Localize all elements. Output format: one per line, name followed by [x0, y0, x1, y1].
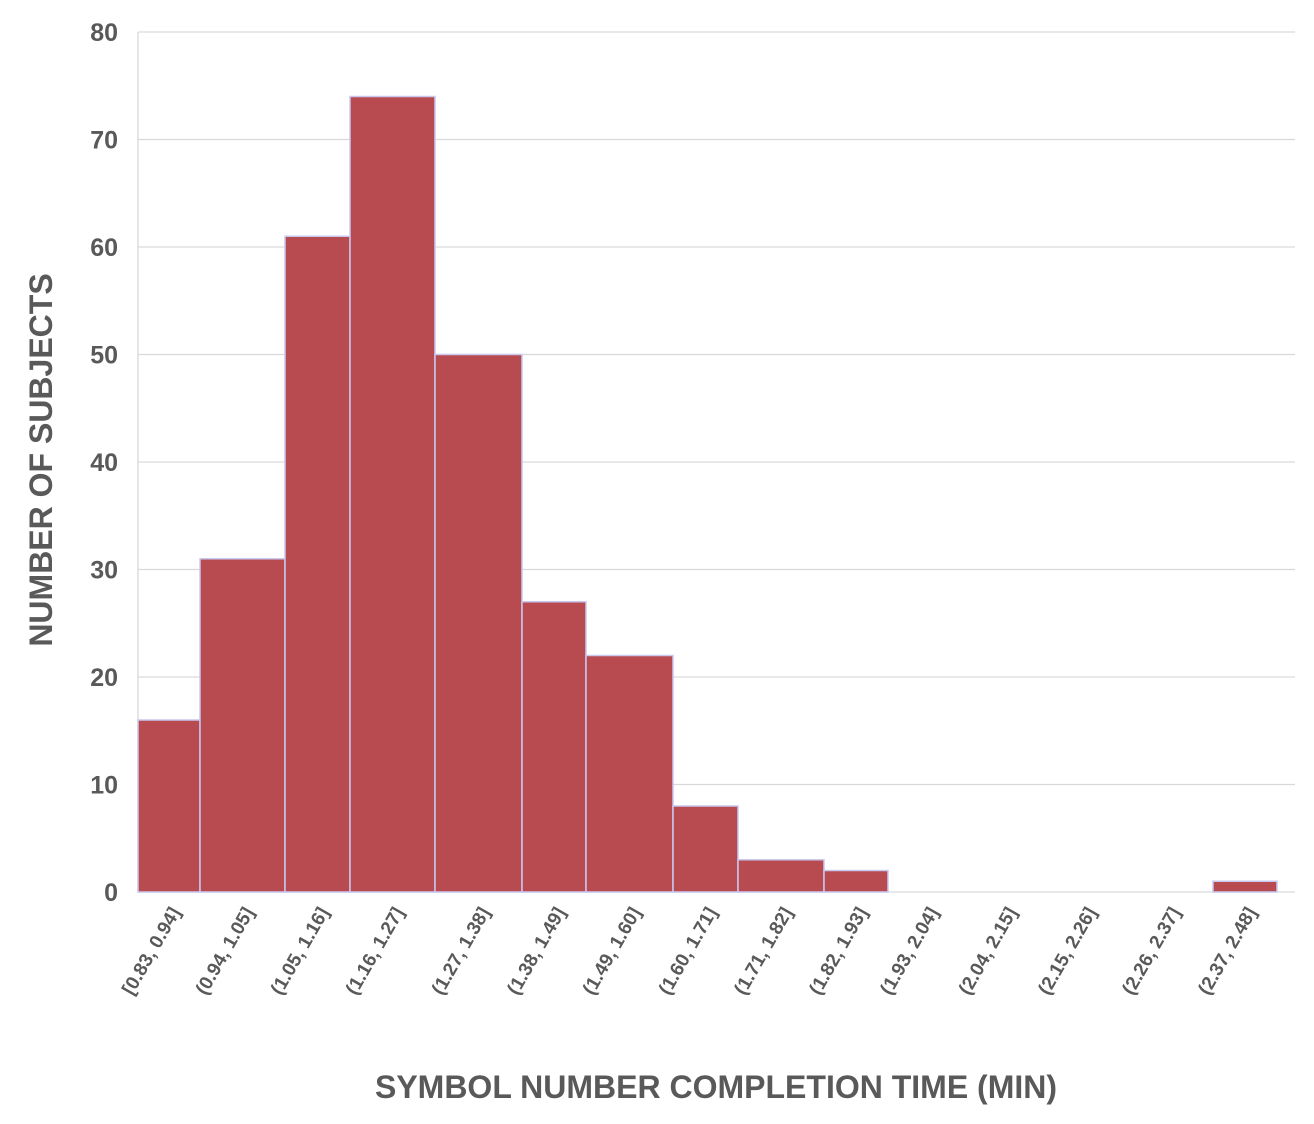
- y-tick-label: 30: [90, 557, 118, 585]
- y-tick-label: 50: [90, 342, 118, 370]
- bar: [284, 235, 351, 893]
- y-tick-label: 40: [90, 449, 118, 477]
- bars: [137, 95, 1278, 893]
- x-tick-label: (1.05, 1.16]: [267, 904, 334, 999]
- x-tick-label: (2.37, 2.48]: [1195, 904, 1262, 999]
- bar: [585, 654, 674, 893]
- x-tick-label: (0.94, 1.05]: [192, 904, 259, 999]
- x-tick-label: (2.15, 2.26]: [1035, 904, 1102, 999]
- x-tick-label: (2.04, 2.15]: [955, 904, 1022, 999]
- bar: [349, 95, 436, 893]
- x-axis-ticks: [0.83, 0.94] (0.94, 1.05] (1.05, 1.16] (1.1…: [119, 904, 1262, 999]
- x-axis-title: SYMBOL NUMBER COMPLETION TIME (MIN): [375, 1069, 1057, 1105]
- x-tick-label: (2.26, 2.37]: [1119, 904, 1186, 999]
- x-tick-label: (1.38, 1.49]: [504, 904, 571, 999]
- x-tick-label: [0.83, 0.94]: [119, 904, 186, 999]
- y-tick-label: 80: [90, 19, 118, 47]
- x-tick-label: (1.60, 1.71]: [655, 904, 722, 999]
- bar: [737, 859, 825, 893]
- y-tick-label: 70: [90, 127, 118, 155]
- x-tick-label: (1.82, 1.93]: [806, 904, 873, 999]
- bar: [672, 805, 739, 893]
- y-axis-ticks: 0 10 20 30 40 50 60 70 80: [90, 19, 118, 907]
- x-tick-label: (1.93, 2.04]: [877, 904, 944, 999]
- bar: [199, 558, 286, 893]
- bar: [1212, 880, 1278, 893]
- y-tick-label: 0: [104, 879, 118, 907]
- bar: [521, 601, 587, 893]
- bar: [137, 719, 201, 893]
- x-tick-label: (1.27, 1.38]: [428, 904, 495, 999]
- x-tick-label: (1.71, 1.82]: [731, 904, 798, 999]
- y-axis-title: NUMBER OF SUBJECTS: [23, 273, 59, 646]
- x-tick-label: (1.49, 1.60]: [579, 904, 646, 999]
- y-tick-label: 10: [90, 772, 118, 800]
- y-tick-label: 20: [90, 664, 118, 692]
- bar: [823, 869, 889, 893]
- y-tick-label: 60: [90, 234, 118, 262]
- x-tick-label: (1.16, 1.27]: [342, 904, 409, 999]
- bar: [434, 353, 523, 893]
